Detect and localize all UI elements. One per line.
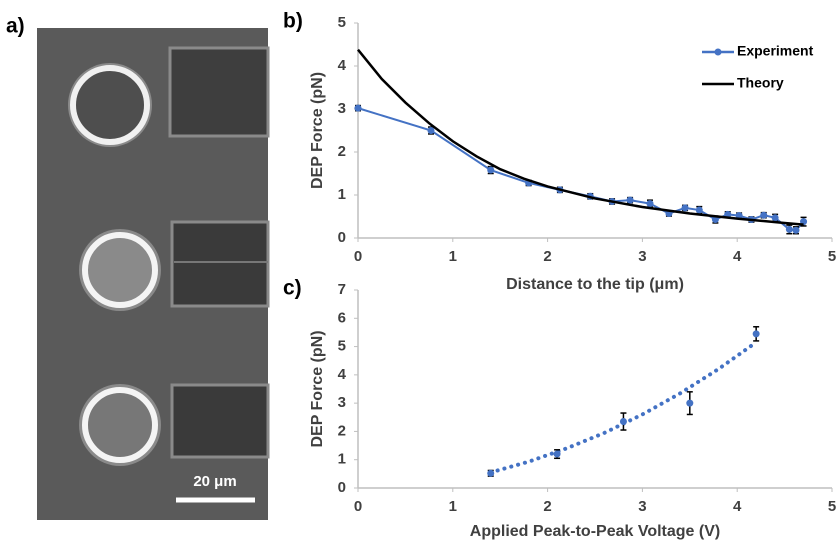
y-tick-label: 5	[338, 14, 346, 31]
legend-marker	[714, 48, 722, 56]
y-tick-label: 0	[338, 479, 346, 496]
x-axis-label: Applied Peak-to-Peak Voltage (V)	[470, 523, 720, 540]
y-tick-label: 2	[338, 143, 346, 160]
legend-label: Experiment	[737, 43, 814, 59]
panel-label: a)	[6, 15, 25, 38]
marker	[686, 399, 694, 407]
y-tick-label: 7	[338, 281, 346, 298]
marker	[785, 225, 793, 233]
series-line	[357, 107, 805, 232]
x-tick-label: 4	[733, 498, 742, 515]
series-line	[357, 48, 804, 226]
x-tick-label: 0	[354, 248, 362, 265]
x-tick-label: 5	[828, 248, 836, 265]
legend-label: Theory	[737, 75, 784, 91]
y-tick-label: 3	[338, 394, 346, 411]
marker	[711, 216, 719, 224]
marker	[771, 214, 779, 222]
marker	[752, 330, 760, 338]
marker	[646, 200, 654, 208]
marker	[724, 210, 732, 218]
y-tick-label: 6	[338, 309, 346, 326]
panel-label: c)	[283, 277, 302, 300]
marker	[553, 450, 561, 458]
y-axis-label: DEP Force (pN)	[309, 330, 326, 447]
x-tick-label: 1	[449, 248, 457, 265]
marker	[619, 418, 627, 426]
marker	[695, 206, 703, 214]
trendline	[488, 340, 759, 475]
micrograph: 20 μm	[37, 28, 270, 520]
y-tick-label: 3	[338, 100, 346, 117]
y-tick-label: 2	[338, 422, 346, 439]
y-tick-label: 1	[338, 451, 346, 468]
marker	[487, 166, 495, 174]
y-tick-label: 4	[338, 366, 347, 383]
marker	[792, 226, 800, 234]
scale-bar-label: 20 μm	[193, 473, 236, 490]
marker	[487, 469, 495, 477]
marker	[626, 196, 634, 204]
x-tick-label: 3	[638, 498, 646, 515]
x-tick-label: 2	[543, 498, 551, 515]
marker	[760, 211, 768, 219]
x-tick-label: 5	[828, 498, 836, 515]
panel-label: b)	[283, 10, 303, 33]
x-tick-label: 2	[543, 248, 551, 265]
x-tick-label: 1	[449, 498, 457, 515]
marker	[354, 104, 362, 112]
x-tick-label: 4	[733, 248, 742, 265]
y-tick-label: 4	[338, 57, 347, 74]
x-axis-label: Distance to the tip (μm)	[506, 276, 684, 293]
x-tick-label: 0	[354, 498, 362, 515]
y-tick-label: 5	[338, 338, 346, 355]
marker	[735, 212, 743, 220]
y-tick-label: 0	[338, 229, 346, 246]
y-tick-label: 1	[338, 186, 346, 203]
y-axis-label: DEP Force (pN)	[309, 72, 326, 189]
x-tick-label: 3	[638, 248, 646, 265]
marker	[427, 127, 435, 134]
marker	[681, 204, 689, 212]
